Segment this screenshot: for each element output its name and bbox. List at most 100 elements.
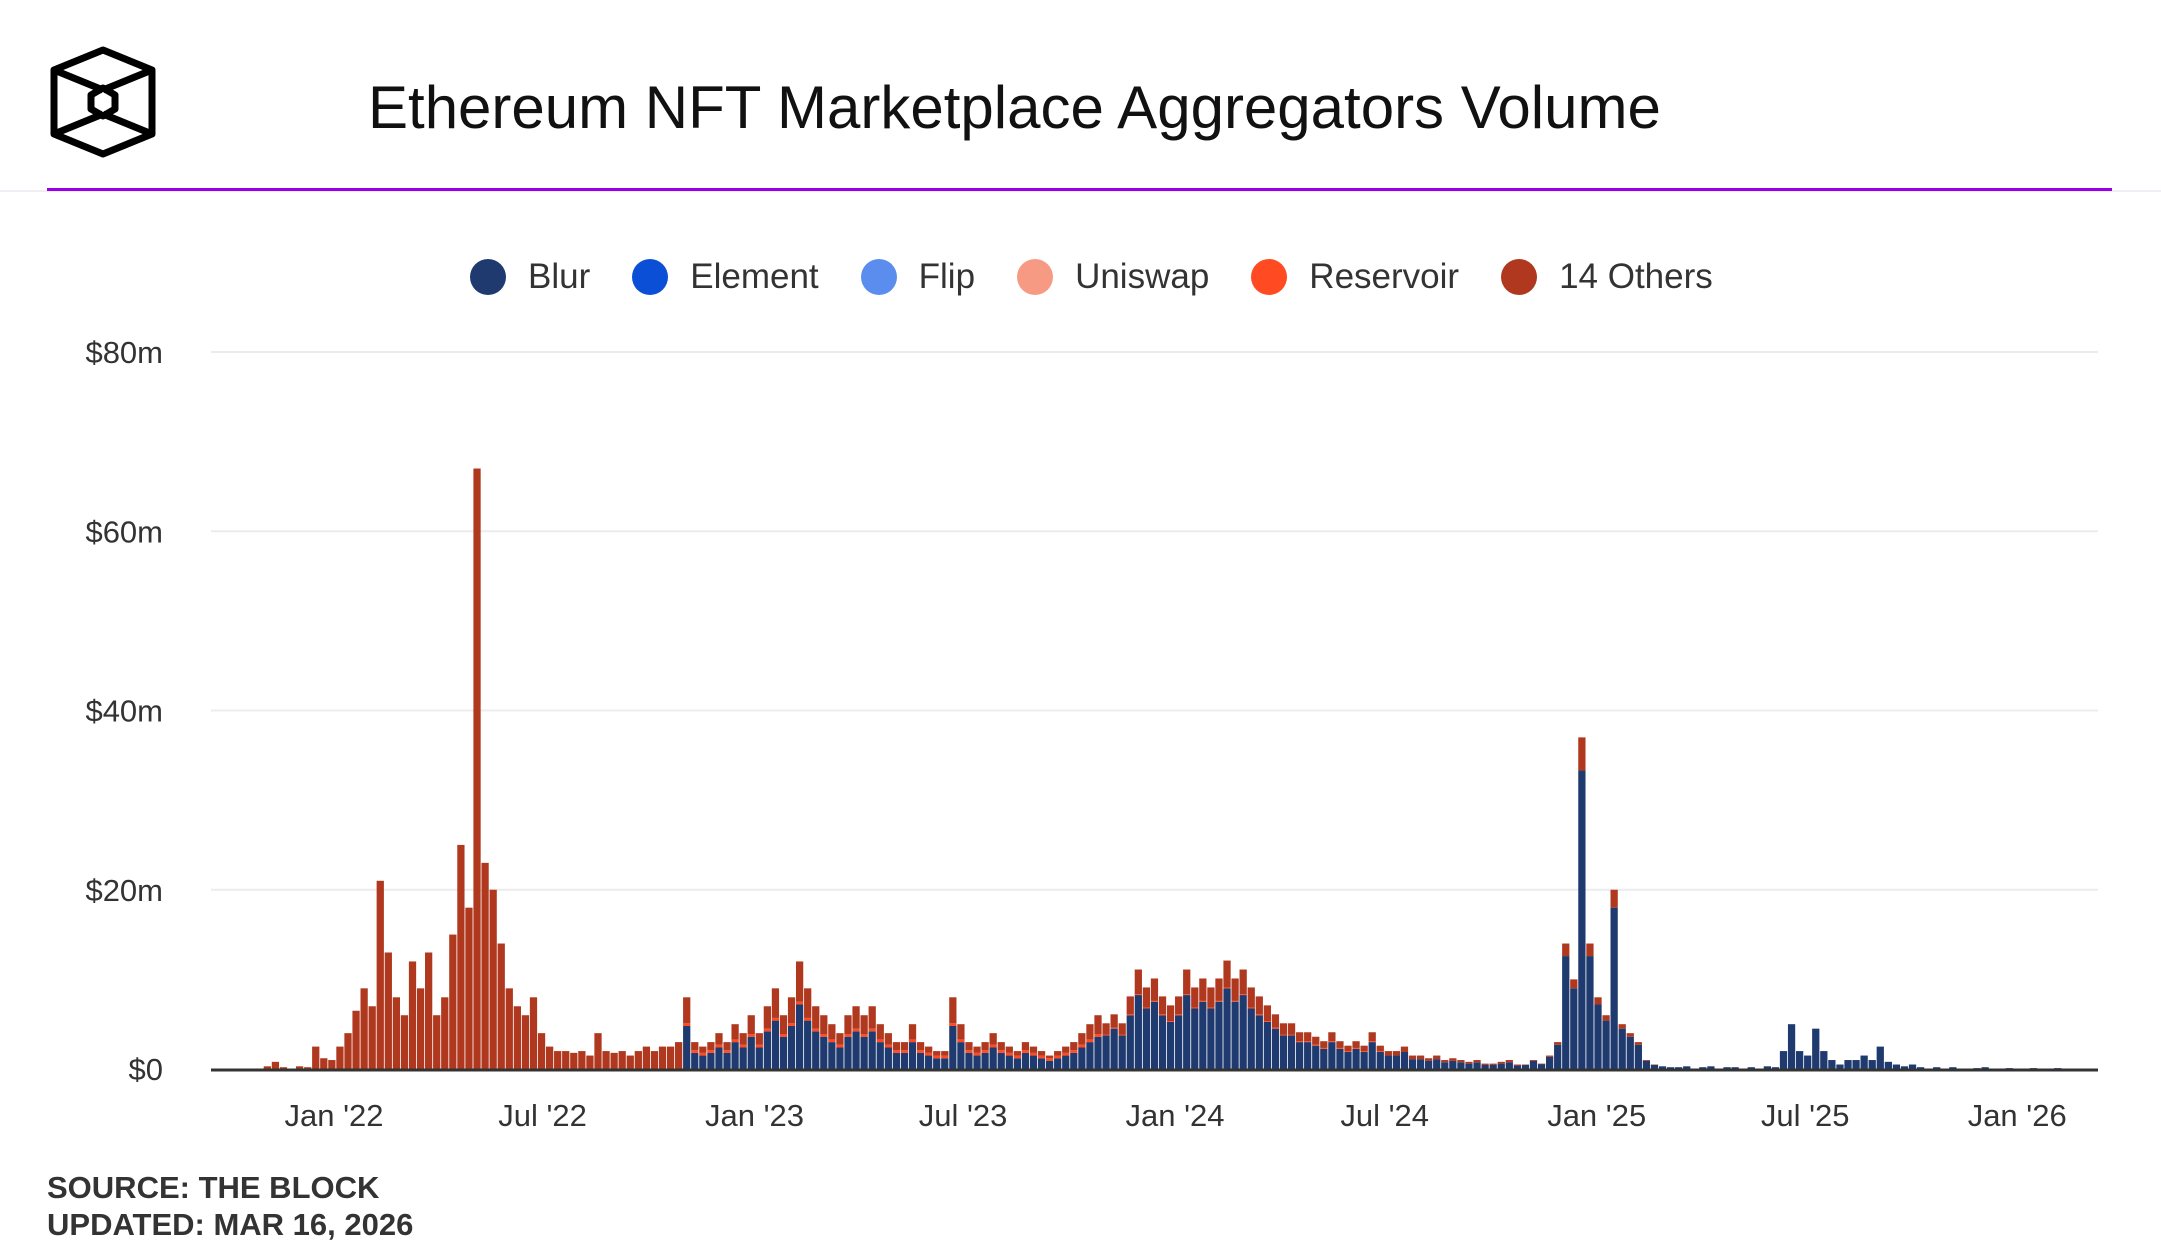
legend-dot-icon [860,259,897,295]
bar-14-others [473,468,481,1069]
bar-14-others [675,1042,683,1069]
legend-dot-icon [1251,259,1288,295]
bar-reservoir [933,1055,941,1059]
bar-blur [1102,1035,1110,1069]
source-label: SOURCE: THE BLOCK [47,1170,380,1205]
bar-14-others [578,1051,586,1069]
bar-14-others [336,1046,344,1069]
bar-14-others [723,1042,731,1051]
bar-14-others [481,862,489,1069]
bar-blur [731,1042,739,1069]
bar-14-others [1513,1064,1521,1066]
bar-14-others [1110,1014,1118,1028]
legend-item[interactable]: Reservoir [1251,257,1459,297]
legend-item[interactable]: Blur [470,257,590,297]
bar-blur [1352,1048,1360,1069]
bar-blur [812,1031,820,1069]
bar-14-others [368,1006,376,1069]
legend-dot-icon [470,259,506,295]
bar-reservoir [691,1050,699,1053]
bar-blur [1554,1044,1562,1069]
bar-blur [1473,1062,1481,1069]
bar-blur [1820,1051,1828,1069]
bar-reservoir [1183,994,1191,996]
bar-blur [1320,1048,1328,1069]
page-title: Ethereum NFT Marketplace Aggregators Vol… [368,74,1661,141]
bar-14-others [295,1066,304,1069]
bar-reservoir [852,1028,860,1032]
bar-14-others [610,1052,618,1069]
y-tick-label: $60m [85,514,163,549]
bar-blur [1489,1064,1497,1069]
header-divider [0,190,2161,192]
bar-blur [1166,1021,1175,1069]
bar-14-others [973,1046,981,1053]
bar-blur [1078,1047,1086,1069]
bar-14-others [1271,1014,1280,1028]
bar-reservoir [1263,1021,1271,1022]
bar-14-others [666,1046,675,1069]
bar-14-others [1207,987,1215,1008]
bar-reservoir [981,1050,989,1053]
bar-blur [1658,1066,1667,1069]
bar-reservoir [916,1050,925,1053]
bar-blur [1771,1067,1780,1069]
bar-blur [1602,1020,1610,1069]
legend-item[interactable]: Flip [860,257,975,297]
bar-14-others [433,1015,441,1069]
bar-14-others [328,1060,336,1069]
bar-14-others [449,934,457,1069]
bar-blur [925,1055,933,1069]
legend-item[interactable]: Uniswap [1017,257,1209,297]
bar-blur [1118,1035,1126,1069]
bar-14-others [916,1042,925,1051]
legend-item[interactable]: 14 Others [1501,257,1713,297]
bar-blur [1239,995,1247,1069]
bar-14-others [747,1015,755,1035]
bar-blur [1812,1028,1820,1069]
bar-14-others [763,1006,771,1029]
bar-14-others [1392,1051,1401,1056]
bar-reservoir [900,1050,909,1053]
bar-blur [1029,1055,1038,1069]
bar-reservoir [1336,1047,1344,1049]
bar-reservoir [1376,1051,1384,1052]
bar-reservoir [892,1050,901,1053]
bar-14-others [925,1046,933,1053]
bar-14-others [1344,1045,1352,1052]
legend-label: Element [690,257,819,296]
x-tick-label: Jul '23 [919,1098,1008,1133]
bar-14-others [836,1033,844,1045]
bar-blur [1545,1056,1554,1069]
legend-item[interactable]: Element [632,257,819,297]
bar-reservoir [739,1044,747,1048]
bar-blur [892,1052,901,1069]
legend-label: Reservoir [1309,257,1460,296]
bar-blur [908,1042,917,1069]
bar-reservoir [908,1039,917,1043]
bar-blur [1175,1015,1183,1069]
bar-14-others [513,1006,521,1069]
bar-14-others [1505,1060,1513,1063]
bar-14-others [707,1042,715,1051]
bar-blur [965,1052,973,1069]
bar-blur [1344,1051,1352,1069]
bar-reservoir [1271,1027,1280,1029]
bar-blur [868,1031,876,1069]
x-tick-label: Jul '24 [1340,1098,1429,1133]
bar-blur [1683,1066,1691,1069]
bar-blur [1562,956,1570,1069]
bar-blur [1005,1055,1013,1069]
bar-blur [707,1052,715,1069]
bar-reservoir [884,1044,892,1048]
bar-reservoir [1352,1047,1360,1049]
bar-14-others [1231,978,1239,1001]
bar-14-others [1465,1061,1473,1064]
bar-14-others [1497,1061,1505,1064]
bar-reservoir [812,1028,820,1032]
bar-blur [755,1047,763,1069]
bar-blur [1884,1061,1892,1069]
bar-14-others [1481,1063,1489,1065]
bar-blur [1328,1042,1336,1069]
bar-14-others [1078,1033,1086,1045]
